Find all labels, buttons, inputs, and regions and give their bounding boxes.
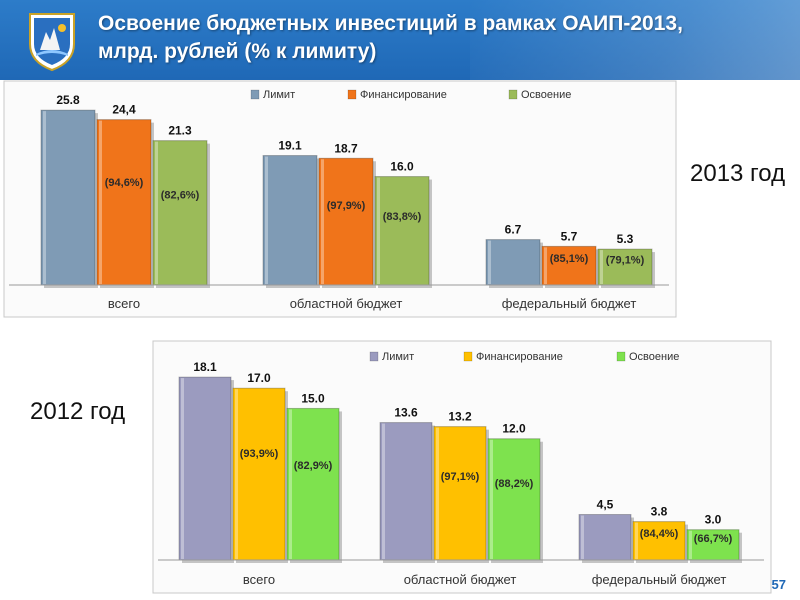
- bar-financing: [232, 387, 286, 561]
- bar-highlight: [544, 247, 547, 284]
- bar-limit: [578, 514, 632, 561]
- bar-value-label: 12.0: [502, 422, 526, 436]
- bar-percent-label: (97,1%): [441, 471, 480, 483]
- bar-percent-label: (82,9%): [294, 460, 333, 472]
- bar-value-label: 3.8: [651, 505, 668, 519]
- bar-financing: [541, 245, 597, 286]
- title-line-1: Освоение бюджетных инвестиций в рамках О…: [98, 12, 683, 35]
- bar-value-label: 18.1: [193, 360, 217, 374]
- bar-highlight: [689, 530, 692, 559]
- bar-limit: [485, 239, 541, 286]
- bar-highlight: [382, 423, 385, 559]
- bar-highlight: [265, 156, 268, 284]
- bar-percent-label: (82,6%): [161, 189, 200, 201]
- bar-value-label: 25.8: [56, 93, 80, 107]
- category-label: федеральный бюджет: [592, 572, 727, 587]
- bar-highlight: [235, 389, 238, 559]
- legend-swatch-limit: [250, 89, 260, 100]
- bar-highlight: [289, 409, 292, 559]
- bar-financing: [96, 119, 152, 286]
- bar-value-label: 17.0: [247, 371, 271, 385]
- bar-value-label: 15.0: [301, 391, 325, 405]
- legend-label-development: Освоение: [629, 351, 679, 363]
- bar-value-label: 19.1: [278, 139, 302, 153]
- bar-value-label: 13.2: [448, 410, 472, 424]
- title-line-2: млрд. рублей (% к лимиту): [98, 40, 377, 63]
- category-label: всего: [108, 296, 140, 311]
- bar-percent-label: (84,4%): [640, 528, 679, 540]
- bar-limit: [178, 376, 232, 561]
- chart-2012: 18.1 17.0 (93,9%) 15.0 (82,9%) всего 13.6 13.2 (…: [152, 340, 772, 594]
- chart-2013: 25.8 24,4 (94,6%) 21.3 (82,6%) всего 19.1 18.7 (…: [3, 80, 677, 318]
- bar-highlight: [490, 439, 493, 559]
- bar-percent-label: (88,2%): [495, 478, 534, 490]
- bar-value-label: 6.7: [505, 223, 522, 237]
- bar-highlight: [600, 250, 603, 284]
- bar-value-label: 3.0: [705, 513, 722, 527]
- coat-of-arms-icon: [29, 13, 75, 72]
- legend-swatch-development: [616, 351, 626, 362]
- bar-value-label: 16.0: [390, 160, 414, 174]
- bar-development: [487, 438, 541, 561]
- bar-percent-label: (66,7%): [694, 533, 733, 545]
- bar-limit: [262, 155, 318, 286]
- bar-percent-label: (83,8%): [383, 211, 422, 223]
- bar-limit: [379, 422, 433, 561]
- bar-development: [286, 407, 340, 561]
- legend-label-financing: Финансирование: [476, 351, 563, 363]
- header-decoration: [470, 0, 800, 80]
- bar-highlight: [155, 141, 158, 284]
- category-label: областной бюджет: [404, 572, 517, 587]
- bar-value-label: 18.7: [334, 141, 358, 155]
- bar-percent-label: (85,1%): [550, 253, 589, 265]
- slide-title: Освоение бюджетных инвестиций в рамках О…: [98, 10, 683, 66]
- bar-percent-label: (93,9%): [240, 448, 279, 460]
- bar-highlight: [436, 427, 439, 559]
- bar-percent-label: (97,9%): [327, 200, 366, 212]
- bar-highlight: [488, 240, 491, 284]
- bar-development: [597, 248, 653, 286]
- year-label-2012: 2012 год: [30, 398, 126, 425]
- bar-financing: [632, 521, 686, 561]
- bar-highlight: [377, 177, 380, 284]
- legend-label-financing: Финансирование: [360, 89, 447, 101]
- bar-percent-label: (94,6%): [105, 177, 144, 189]
- bar-financing: [318, 157, 374, 286]
- bar-value-label: 5.3: [617, 232, 634, 246]
- category-label: областной бюджет: [290, 296, 403, 311]
- bar-highlight: [99, 120, 102, 284]
- bar-highlight: [43, 111, 46, 284]
- bar-development: [374, 176, 430, 286]
- bar-highlight: [181, 378, 184, 559]
- legend-swatch-financing: [463, 351, 473, 362]
- bar-financing: [433, 426, 487, 561]
- bar-percent-label: (79,1%): [606, 254, 645, 266]
- category-label: всего: [243, 572, 275, 587]
- slide-header: Освоение бюджетных инвестиций в рамках О…: [0, 0, 800, 80]
- bar-highlight: [635, 522, 638, 559]
- legend-swatch-development: [508, 89, 518, 100]
- bar-value-label: 4,5: [597, 498, 614, 512]
- bar-value-label: 24,4: [112, 103, 136, 117]
- bar-value-label: 13.6: [394, 406, 418, 420]
- year-label-2013: 2013 год: [690, 160, 786, 187]
- legend-label-limit: Лимит: [382, 351, 414, 363]
- legend-label-limit: Лимит: [263, 89, 295, 101]
- bar-value-label: 5.7: [561, 229, 578, 243]
- legend-label-development: Освоение: [521, 89, 571, 101]
- bar-limit: [40, 109, 96, 286]
- category-label: федеральный бюджет: [502, 296, 637, 311]
- bar-value-label: 21.3: [168, 124, 192, 138]
- legend-swatch-limit: [369, 351, 379, 362]
- bar-highlight: [581, 515, 584, 559]
- page-number: 57: [771, 577, 786, 592]
- bar-highlight: [321, 159, 324, 284]
- bar-development: [152, 140, 208, 286]
- bar-development: [686, 529, 740, 561]
- legend-swatch-financing: [347, 89, 357, 100]
